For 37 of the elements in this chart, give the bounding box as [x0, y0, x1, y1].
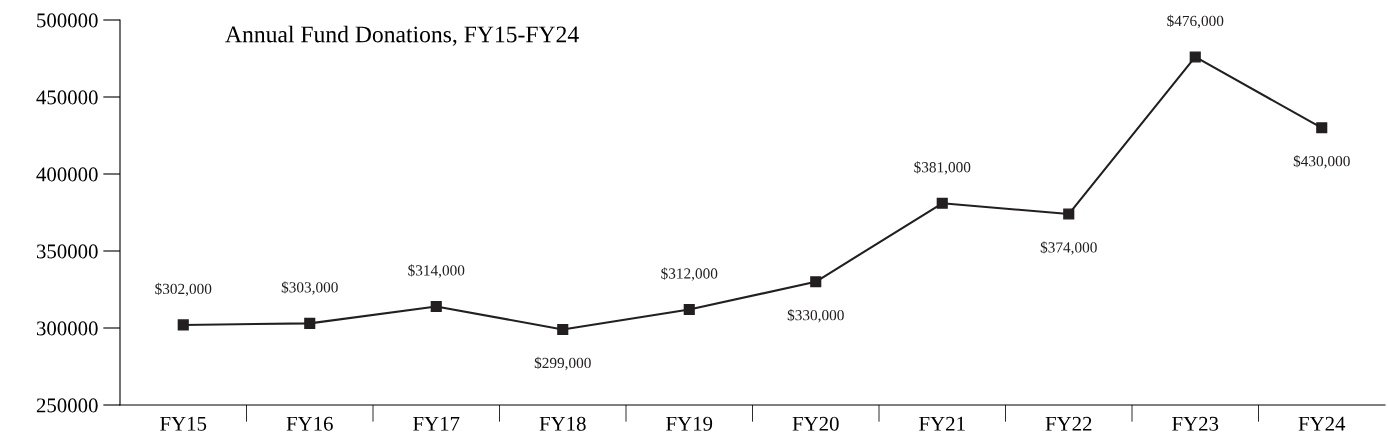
- point: [810, 276, 822, 288]
- x-tick-label: FY16: [286, 416, 333, 431]
- point: [1063, 208, 1075, 220]
- point: [557, 323, 569, 336]
- point: [304, 317, 316, 329]
- point: [1316, 122, 1328, 134]
- y-tick-label: 400000: [36, 167, 98, 182]
- data-label: $430,000: [1293, 155, 1350, 169]
- x-tick-label: FY22: [1045, 416, 1092, 431]
- x-tick-label: FY15: [160, 416, 207, 431]
- y-tick-label: 300000: [36, 321, 98, 336]
- y-tick-label: 450000: [36, 90, 98, 105]
- x-tick-label: FY20: [792, 416, 839, 431]
- point: [177, 319, 189, 331]
- data-label: $314,000: [408, 264, 465, 278]
- data-label: $476,000: [1167, 14, 1224, 29]
- point: [936, 197, 948, 209]
- point: [430, 300, 442, 312]
- data-label: $299,000: [534, 356, 591, 371]
- x-tick-label: FY24: [1298, 416, 1346, 431]
- data-label: $312,000: [661, 267, 718, 281]
- x-tick-label: FY18: [539, 416, 586, 431]
- y-tick-label: 250000: [36, 398, 98, 413]
- x-tick-label: FY19: [666, 416, 713, 431]
- x-tick-label: FY21: [919, 416, 965, 431]
- data-label: $381,000: [914, 161, 971, 175]
- x-tick-label: FY23: [1172, 416, 1219, 431]
- point: [683, 303, 695, 316]
- data-label: $330,000: [787, 309, 844, 323]
- data-label: $374,000: [1040, 241, 1097, 255]
- data-label: $302,000: [155, 282, 212, 297]
- point: [1189, 51, 1201, 63]
- y-tick-label: 350000: [36, 244, 98, 259]
- data-label: $303,000: [281, 281, 338, 295]
- y-tick-label: 500000: [37, 13, 98, 28]
- chart-title: Annual Fund Donations, FY15-FY24: [225, 25, 579, 46]
- x-tick-label: FY17: [413, 416, 460, 431]
